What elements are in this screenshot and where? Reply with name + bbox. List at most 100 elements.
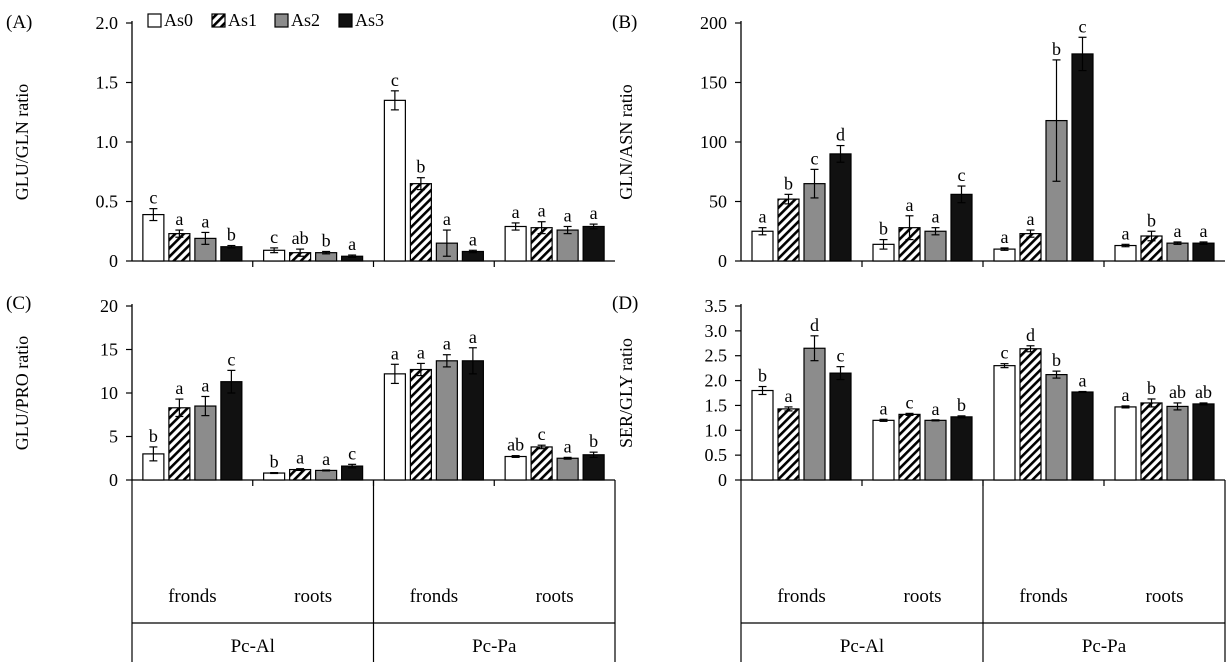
bar-as3 <box>950 416 973 481</box>
y-tick-label: 100 <box>700 132 727 152</box>
significance-letter: a <box>512 202 520 222</box>
bar-as3 <box>1071 53 1094 262</box>
bar-as2 <box>1166 242 1189 262</box>
bar-as3 <box>461 360 484 481</box>
y-tick-label: 2.5 <box>705 346 728 366</box>
legend-swatch-as1 <box>211 13 226 28</box>
significance-letter: a <box>932 399 940 419</box>
bar-as0 <box>1114 244 1137 262</box>
bar-as3 <box>1192 242 1215 262</box>
significance-letter: b <box>149 426 158 446</box>
legend-swatch-as0 <box>147 13 162 28</box>
y-tick-label: 1.0 <box>96 132 119 152</box>
significance-letter: a <box>175 209 183 229</box>
y-tick-label: 2.0 <box>705 371 728 391</box>
bar-as0 <box>751 389 774 481</box>
y-tick-label: 0 <box>718 470 727 490</box>
bar-as1 <box>898 413 921 481</box>
y-tick-label: 1.5 <box>96 73 119 93</box>
significance-letter: a <box>1122 223 1130 243</box>
population-label-right: Pc-Pa <box>1082 636 1127 657</box>
significance-letter: a <box>417 342 425 362</box>
y-tick-label: 3.5 <box>705 296 728 316</box>
bar-as2 <box>315 469 338 481</box>
tissue-label-left: fronds <box>168 586 217 607</box>
significance-letter: c <box>906 392 914 412</box>
y-tick-label: 2.0 <box>96 13 119 33</box>
significance-letter: b <box>416 157 425 177</box>
significance-letter: c <box>227 349 235 369</box>
bar-as3 <box>582 225 605 262</box>
bar-as2 <box>556 229 579 262</box>
tissue-label-right: roots <box>904 586 942 607</box>
y-axis-label: GLU/PRO ratio <box>12 336 32 451</box>
y-tick-label: 0 <box>109 251 118 271</box>
tissue-label-left: fronds <box>410 586 459 607</box>
significance-letter: b <box>957 395 966 415</box>
bar-as0 <box>263 472 286 481</box>
significance-letter: a <box>564 436 572 456</box>
panel-d: (D)SER/GLY ratio00.51.01.52.02.53.03.5ba… <box>612 293 1225 490</box>
panel-label: (A) <box>6 12 32 33</box>
legend-swatch-as2 <box>274 13 289 28</box>
y-axis-label: GLU/GLN ratio <box>12 84 32 200</box>
population-label-left: Pc-Al <box>231 636 275 657</box>
significance-letter: c <box>348 443 356 463</box>
bar-as0 <box>142 213 165 262</box>
y-tick-label: 0.5 <box>96 192 119 212</box>
significance-letter: d <box>810 315 819 335</box>
category-axes: fronds roots fronds roots Pc-Al Pc-Pa fronds ro… <box>131 480 1226 662</box>
significance-letter: c <box>270 227 278 247</box>
significance-letter: a <box>1122 385 1130 405</box>
bar-as3 <box>829 372 852 481</box>
y-tick-label: 50 <box>709 192 727 212</box>
bar-as3 <box>220 381 243 481</box>
bar-as3 <box>1192 403 1215 481</box>
bar-as1 <box>289 468 312 481</box>
significance-letter: b <box>1052 350 1061 370</box>
significance-letter: c <box>391 70 399 90</box>
significance-letter: a <box>1079 371 1087 391</box>
significance-letter: c <box>1001 343 1009 363</box>
legend-label-as1: As1 <box>228 10 257 30</box>
bar-as2 <box>1166 405 1189 481</box>
bar-as0 <box>1114 406 1137 481</box>
significance-letter: a <box>469 327 477 347</box>
y-tick-label: 3.0 <box>705 321 728 341</box>
population-label-left: Pc-Pa <box>472 636 517 657</box>
bar-as0 <box>872 419 895 481</box>
y-axis-label: SER/GLY ratio <box>616 338 636 448</box>
y-axis-label: GLN/ASN ratio <box>616 84 636 200</box>
significance-letter: c <box>1079 16 1087 36</box>
significance-letter: ab <box>1169 382 1186 402</box>
significance-letter: a <box>1200 221 1208 241</box>
y-tick-label: 0 <box>109 470 118 490</box>
tissue-label-right: fronds <box>777 586 826 607</box>
significance-letter: c <box>958 165 966 185</box>
significance-letter: b <box>1147 210 1156 230</box>
population-label-right: Pc-Al <box>840 636 884 657</box>
significance-letter: b <box>227 225 236 245</box>
significance-letter: b <box>784 173 793 193</box>
y-tick-label: 5 <box>109 427 118 447</box>
bar-as0 <box>751 230 774 262</box>
legend-label-as3: As3 <box>355 10 384 30</box>
bar-as0 <box>383 373 406 481</box>
y-tick-label: 15 <box>100 340 118 360</box>
significance-letter: ab <box>1195 382 1212 402</box>
tissue-label-left: roots <box>536 586 574 607</box>
significance-letter: c <box>811 148 819 168</box>
significance-letter: a <box>1174 221 1182 241</box>
significance-letter: a <box>785 386 793 406</box>
y-tick-label: 200 <box>700 13 727 33</box>
bar-as0 <box>993 365 1016 481</box>
significance-letter: b <box>1147 378 1156 398</box>
significance-letter: a <box>201 211 209 231</box>
y-tick-label: 150 <box>700 73 727 93</box>
legend-label-as2: As2 <box>291 10 320 30</box>
tissue-label-right: roots <box>1146 586 1184 607</box>
significance-letter: b <box>322 230 331 250</box>
significance-letter: d <box>836 125 845 145</box>
